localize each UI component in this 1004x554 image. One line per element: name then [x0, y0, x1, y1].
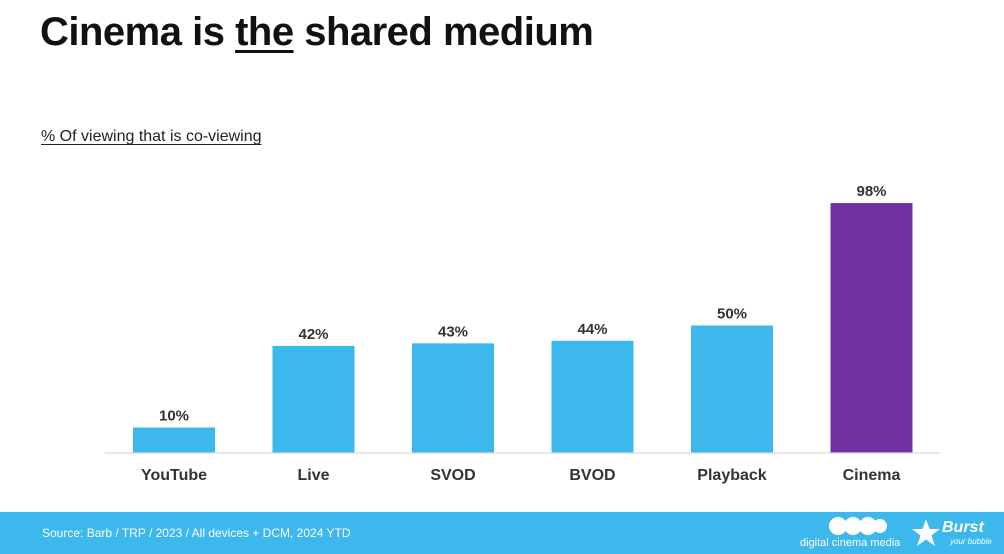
burst-logo-tagline: your bubble: [950, 537, 992, 546]
data-label: 44%: [577, 321, 607, 338]
dcm-logo-icon: [829, 517, 887, 535]
x-tick-label: SVOD: [430, 467, 475, 484]
x-tick-label: Playback: [697, 467, 766, 484]
data-label: 42%: [298, 326, 328, 343]
star-burst-icon: [912, 519, 940, 546]
x-tick-label: Live: [297, 467, 329, 484]
burst-logo-text: Burst: [942, 519, 984, 536]
x-tick-label: YouTube: [141, 467, 207, 484]
bar: [691, 325, 773, 453]
x-tick-label: BVOD: [569, 467, 615, 484]
bar-chart: 10% YouTube 42% Live 43% SVOD 44% BVOD 50% Playba…: [105, 183, 940, 484]
bar: [412, 343, 494, 453]
dcm-logo-text: digital cinema media: [800, 537, 901, 549]
title-prefix: Cinema is: [40, 10, 236, 54]
title-suffix: shared medium: [293, 10, 594, 54]
title-emphasis: the: [235, 10, 294, 54]
data-label: 50%: [717, 306, 747, 323]
bar: [830, 203, 913, 453]
source-note: Source: Barb / TRP / 2023 / All devices …: [42, 526, 351, 540]
slide-title: Cinema is the shared medium: [40, 10, 594, 55]
chart-title: % Of viewing that is co-viewing: [41, 128, 262, 145]
data-label: 98%: [856, 183, 886, 200]
dcm-logo: digital cinema media: [800, 516, 900, 552]
data-label: 10%: [159, 408, 189, 425]
bar: [272, 345, 355, 453]
bar: [551, 340, 634, 453]
footer-bar: Source: Barb / TRP / 2023 / All devices …: [0, 512, 1004, 554]
data-label: 43%: [438, 323, 468, 340]
x-tick-label: Cinema: [843, 467, 901, 484]
burst-logo: Burst your bubble: [910, 516, 1000, 552]
bar: [133, 427, 215, 453]
